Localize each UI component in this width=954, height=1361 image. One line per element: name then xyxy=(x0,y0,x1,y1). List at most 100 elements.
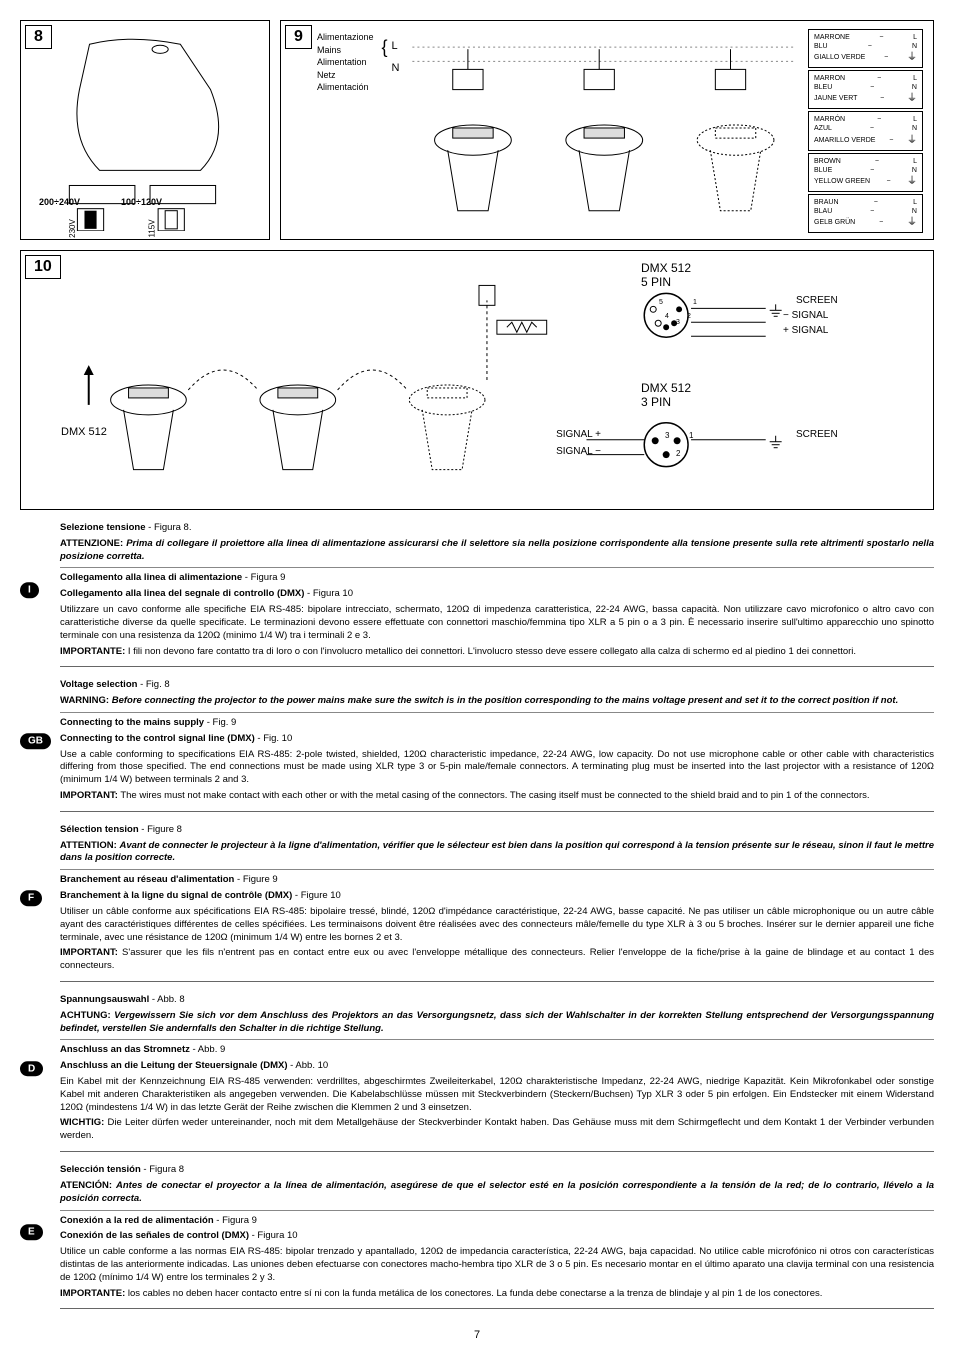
fig8-switch-left: 230V xyxy=(68,219,77,238)
wire-L: L xyxy=(913,33,917,42)
signal-minus-3: SIGNAL xyxy=(556,446,592,457)
pin3-3: 3 xyxy=(665,431,669,440)
pin5-4: 4 xyxy=(665,313,669,320)
block-important: IMPORTANT: S'assurer que les fils n'entr… xyxy=(60,947,934,973)
pin3-2: 2 xyxy=(676,449,680,458)
block-title: Branchement au réseau d'alimentation - F… xyxy=(60,874,934,887)
page-number: 7 xyxy=(20,1329,934,1341)
wire-c2: AZUL xyxy=(814,124,832,133)
block-body: Use a cable conforming to specifications… xyxy=(60,749,934,787)
fig9-number: 9 xyxy=(285,25,312,49)
lang-section-F: F Sélection tension - Figure 8 ATTENTION: … xyxy=(20,824,934,973)
block-title: Selección tensión - Figura 8 xyxy=(60,1164,934,1177)
block-warning: WARNING: Before connecting the projector… xyxy=(60,695,934,708)
figure-9: 9 Alimentazione Mains Alimentation Netz … xyxy=(280,20,934,240)
fig8-switch-right: 115V xyxy=(148,219,157,237)
dmx-input-label: DMX 512 xyxy=(61,426,107,438)
wire-box-2: MARRÓN−L AZUL−N AMARILLO VERDE−⏚ xyxy=(808,111,923,150)
wire-c1: BROWN xyxy=(814,157,841,166)
block-title: Branchement à la ligne du signal de cont… xyxy=(60,890,934,903)
fig8-label-right: 100÷120V xyxy=(121,197,162,207)
block-body: Ein Kabel mit der Kennzeichnung EIA RS-4… xyxy=(60,1076,934,1114)
screen-label-5: SCREEN xyxy=(796,295,838,306)
wire-c1: MARRON xyxy=(814,74,845,83)
dash: − xyxy=(879,33,883,42)
wire-N: N xyxy=(912,42,917,51)
block-divider xyxy=(60,1210,934,1211)
lang-badge: F xyxy=(20,891,42,907)
fig8-number: 8 xyxy=(25,25,52,49)
fig10-number: 10 xyxy=(25,255,61,279)
section-divider xyxy=(60,666,934,667)
block-divider xyxy=(60,1039,934,1040)
dash: − xyxy=(884,53,888,62)
block-divider xyxy=(60,567,934,568)
block-title: Selezione tensione - Figura 8. xyxy=(60,522,934,535)
lang-section-D: DSpannungsauswahl - Abb. 8ACHTUNG: Verge… xyxy=(20,994,934,1143)
ground-icon: ⏚ xyxy=(907,92,917,105)
pin5-1: 1 xyxy=(693,299,697,306)
wire-c2: BLEU xyxy=(814,83,832,92)
block-title: Sélection tension - Figure 8 xyxy=(60,824,934,837)
dmx3-title: DMX 5123 PIN xyxy=(641,381,691,409)
mains-label-0: Alimentazione xyxy=(317,31,374,44)
block-body: Utilizzare un cavo conforme alle specifi… xyxy=(60,604,934,642)
ground-icon: ⏚ xyxy=(907,175,917,188)
block-important: WICHTIG: Die Leiter dürfen weder unterei… xyxy=(60,1117,934,1143)
wire-c2: BLUE xyxy=(814,166,832,175)
block-title: Voltage selection - Fig. 8 xyxy=(60,679,934,692)
block-important: IMPORTANTE: los cables no deben hacer co… xyxy=(60,1288,934,1301)
wire-c3: GELB GRÜN xyxy=(814,218,855,227)
wire-box-4: BRAUN−L BLAU−N GELB GRÜN−⏚ xyxy=(808,194,923,233)
ground-icon: ⏚ xyxy=(907,216,917,229)
block-divider xyxy=(60,869,934,870)
block-title: Anschluss an das Stromnetz - Abb. 9 xyxy=(60,1044,934,1057)
section-divider xyxy=(60,981,934,982)
wire-c1: BRAUN xyxy=(814,198,839,207)
mains-label-2: Alimentation xyxy=(317,56,374,69)
N-label: N xyxy=(392,57,400,79)
section-divider xyxy=(60,1308,934,1309)
block-warning: ACHTUNG: Vergewissern Sie sich vor dem A… xyxy=(60,1010,934,1036)
wire-box-3: BROWN−L BLUE−N YELLOW GREEN−⏚ xyxy=(808,153,923,192)
brace-icon: { xyxy=(382,37,388,231)
mains-label-3: Netz xyxy=(317,69,374,82)
block-important: IMPORTANTE: I fili non devono fare conta… xyxy=(60,646,934,659)
block-title: Collegamento alla linea di alimentazione… xyxy=(60,572,934,585)
block-title: Connecting to the mains supply - Fig. 9 xyxy=(60,717,934,730)
lang-badge: I xyxy=(20,582,39,598)
figure-8: 8 200÷240V 100÷120V 230V 115V xyxy=(20,20,270,240)
pin5-3: 3 xyxy=(676,319,680,326)
block-body: Utiliser un câble conforme aux spécifica… xyxy=(60,906,934,944)
pin3-1: 1 xyxy=(689,431,693,440)
section-divider xyxy=(60,811,934,812)
block-divider xyxy=(60,712,934,713)
wire-box-1: MARRON−L BLEU−N JAUNE VERT−⏚ xyxy=(808,70,923,109)
mains-label-4: Alimentación xyxy=(317,81,374,94)
block-title: Conexión a la red de alimentación - Figu… xyxy=(60,1215,934,1228)
screen-label-3: SCREEN xyxy=(796,429,838,440)
mains-label-1: Mains xyxy=(317,44,374,57)
wire-c1: MARRÓN xyxy=(814,115,845,124)
lang-badge: D xyxy=(20,1061,43,1077)
L-label: L xyxy=(392,35,400,57)
section-divider xyxy=(60,1151,934,1152)
wire-c3: AMARILLO VERDE xyxy=(814,136,875,145)
wire-c3: YELLOW GREEN xyxy=(814,177,870,186)
figure-row-top: 8 200÷240V 100÷120V 230V 115V 9 Alimenta… xyxy=(20,20,934,240)
lang-badge: GB xyxy=(20,733,51,749)
dmx5-title: DMX 5125 PIN xyxy=(641,261,691,289)
pin5-2: 2 xyxy=(687,313,691,320)
lang-section-I: ISelezione tensione - Figura 8.ATTENZION… xyxy=(20,522,934,658)
block-warning: ATENCIÓN: Antes de conectar el proyector… xyxy=(60,1180,934,1206)
ground-icon: ⏚ xyxy=(907,134,917,147)
fig8-label-left: 200÷240V xyxy=(39,197,80,207)
lang-section-E: ESelección tensión - Figura 8ATENCIÓN: A… xyxy=(20,1164,934,1300)
mains-labels: Alimentazione Mains Alimentation Netz Al… xyxy=(317,31,374,231)
wire-c2: BLU xyxy=(814,42,828,51)
block-warning: ATTENTION: Avant de connecter le project… xyxy=(60,840,934,866)
ground-icon: ⏚ xyxy=(907,51,917,64)
wire-c3: JAUNE VERT xyxy=(814,94,857,103)
block-important: IMPORTANT: The wires must not make conta… xyxy=(60,790,934,803)
wire-c2: BLAU xyxy=(814,207,832,216)
